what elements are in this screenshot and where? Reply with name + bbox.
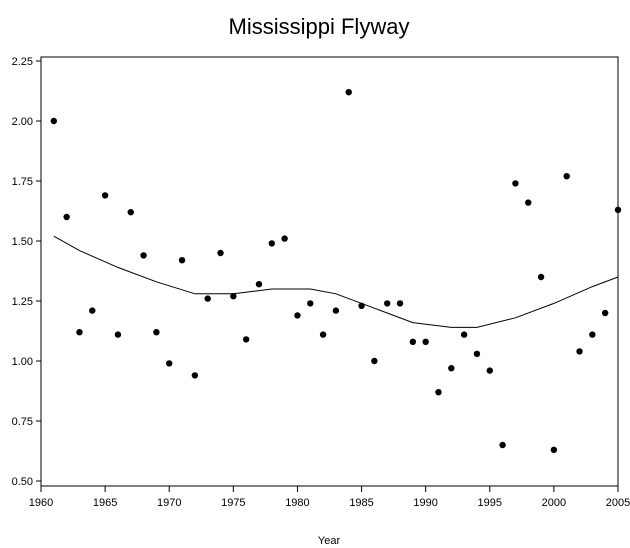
data-point xyxy=(127,209,134,216)
data-point xyxy=(204,295,211,302)
plot-area-frame xyxy=(40,56,619,487)
x-tick-label: 1975 xyxy=(221,497,245,509)
data-point xyxy=(409,338,417,345)
data-point xyxy=(473,350,481,357)
data-point xyxy=(448,365,455,372)
data-point xyxy=(89,307,96,314)
x-tick-label: 1995 xyxy=(478,497,502,509)
data-point xyxy=(345,89,352,96)
data-point xyxy=(460,331,468,338)
x-tick-label: 1960 xyxy=(29,497,53,509)
data-point xyxy=(512,180,519,187)
data-point xyxy=(601,309,609,317)
smooth-trend-line xyxy=(53,235,619,328)
data-point xyxy=(499,441,506,449)
data-point xyxy=(358,302,365,309)
x-axis-label: Year xyxy=(318,535,341,547)
data-point xyxy=(332,307,340,314)
data-point xyxy=(140,252,147,259)
data-point xyxy=(384,300,391,307)
data-point xyxy=(153,329,160,336)
data-point xyxy=(563,173,570,180)
x-tick-label: 1965 xyxy=(93,497,117,509)
x-tick-label: 1970 xyxy=(157,497,181,509)
x-tick-label: 1990 xyxy=(413,497,437,509)
data-point xyxy=(537,273,545,281)
x-tick-label: 2005 xyxy=(606,497,630,509)
data-point xyxy=(307,300,314,307)
y-tick-label: 1.50 xyxy=(12,236,33,248)
data-point xyxy=(242,336,250,343)
data-point xyxy=(614,206,622,213)
x-tick-label: 1980 xyxy=(285,497,309,509)
data-point xyxy=(550,446,558,453)
data-point xyxy=(255,281,263,288)
y-axis: 0.50 0.75 1.00 1.25 1.50 1.75 2.00 2.25 xyxy=(12,56,41,488)
x-axis: 1960 1965 1970 1975 1980 1985 1990 1995 2000 2005 xyxy=(29,486,630,509)
y-tick-label: 2.25 xyxy=(12,56,33,68)
data-point xyxy=(281,235,288,242)
data-point xyxy=(396,300,404,307)
data-point xyxy=(101,192,109,199)
y-tick-label: 1.00 xyxy=(12,356,33,368)
y-tick-label: 0.75 xyxy=(12,416,33,428)
data-point xyxy=(319,331,327,338)
data-point xyxy=(76,329,83,336)
y-tick-label: 2.00 xyxy=(12,116,33,128)
x-tick-label: 1985 xyxy=(349,497,373,509)
data-point xyxy=(63,213,70,221)
data-point xyxy=(230,293,237,300)
data-point xyxy=(422,338,429,345)
data-point xyxy=(576,348,583,355)
data-point xyxy=(178,257,186,264)
y-tick-label: 1.75 xyxy=(12,176,33,188)
data-point xyxy=(371,357,378,365)
data-point xyxy=(50,117,58,125)
chart-title: Mississippi Flyway xyxy=(229,14,410,39)
data-point xyxy=(589,331,596,338)
data-point xyxy=(435,389,442,396)
data-point xyxy=(294,312,301,319)
data-points xyxy=(50,89,622,453)
data-point xyxy=(486,367,493,374)
y-tick-label: 1.25 xyxy=(12,296,33,308)
data-point xyxy=(191,372,199,379)
x-tick-label: 2000 xyxy=(542,497,566,509)
y-tick-label: 0.50 xyxy=(12,476,33,488)
data-point xyxy=(166,360,173,367)
data-point xyxy=(217,249,224,257)
data-point xyxy=(268,240,275,247)
data-point xyxy=(114,331,122,338)
data-point xyxy=(525,199,532,206)
